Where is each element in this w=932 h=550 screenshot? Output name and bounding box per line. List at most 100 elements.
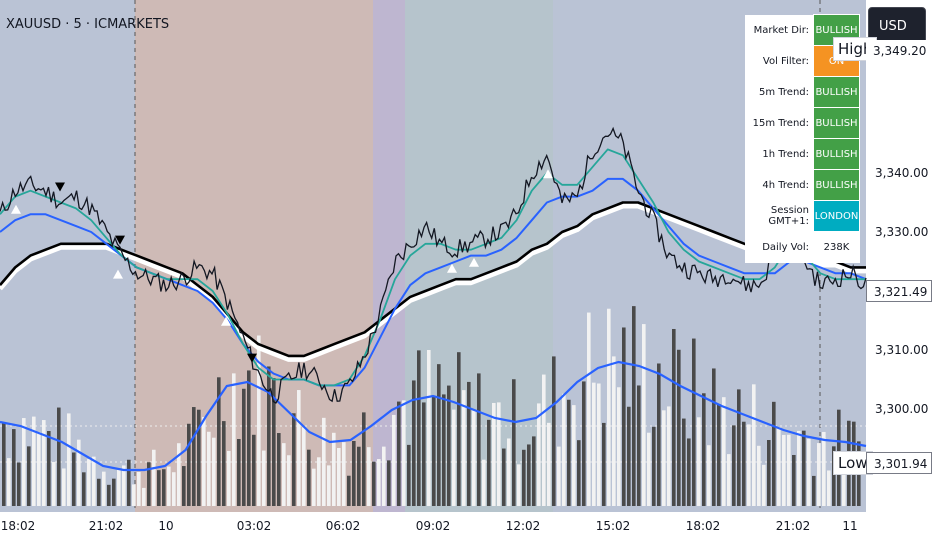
volume-bar	[617, 387, 621, 506]
volume-bar	[717, 404, 721, 506]
volume-bar	[537, 403, 541, 506]
volume-bar	[237, 439, 241, 506]
volume-bar	[737, 389, 741, 506]
volume-bar	[342, 442, 346, 506]
volume-bar	[567, 399, 571, 506]
volume-bar	[427, 350, 431, 506]
buy-signal-marker	[113, 269, 123, 279]
volume-bar	[612, 356, 616, 506]
volume-bar	[37, 431, 41, 506]
dashboard-row-value: 238K	[813, 231, 860, 263]
volume-bar	[72, 452, 76, 506]
volume-bar	[757, 445, 761, 506]
volume-bar	[477, 373, 481, 506]
volume-bar	[362, 412, 366, 506]
volume-bar	[242, 388, 246, 506]
volume-bar	[312, 468, 316, 506]
volume-bar	[307, 449, 311, 506]
volume-bar	[122, 465, 126, 506]
volume-bar	[367, 447, 371, 506]
dashboard-row: 4h Trend: BULLISH	[745, 169, 860, 201]
currency-button[interactable]: USD	[868, 7, 926, 44]
volume-bar	[577, 440, 581, 506]
volume-bar	[407, 444, 411, 506]
volume-bar	[302, 427, 306, 506]
dashboard-row-label: 5m Trend:	[745, 76, 814, 108]
dashboard-row-value: BULLISH	[813, 76, 860, 108]
volume-ma	[0, 360, 867, 472]
volume-bar	[422, 402, 426, 506]
volume-bar	[437, 364, 441, 506]
volume-bar	[382, 446, 386, 506]
volume-bar	[387, 460, 391, 506]
x-tick-label: 03:02	[237, 519, 272, 533]
volume-bar	[257, 335, 261, 506]
dashboard-row: 1h Trend: BULLISH	[745, 138, 860, 170]
volume-bar	[762, 464, 766, 506]
y-tick-label: 3,330.00	[875, 225, 928, 239]
volume-bar	[212, 437, 216, 506]
volume-bar	[32, 416, 36, 506]
volume-bar	[712, 368, 716, 506]
volume-bar	[227, 450, 231, 506]
volume-bar	[587, 312, 591, 506]
volume-bar	[202, 416, 206, 506]
y-tick-label: 3,300.00	[875, 402, 928, 416]
volume-bar	[327, 465, 331, 506]
time-axis-panel	[0, 512, 866, 550]
x-tick-label: 06:02	[326, 519, 361, 533]
volume-bar	[512, 379, 516, 506]
volume-bar	[52, 461, 56, 506]
volume-bar	[532, 436, 536, 506]
volume-bar	[252, 434, 256, 506]
volume-bar	[732, 425, 736, 506]
price-series-line	[0, 126, 867, 404]
volume-bar	[332, 432, 336, 506]
volume-bar	[497, 402, 501, 506]
dashboard-row-value: LONDON	[813, 200, 860, 232]
volume-bar	[157, 470, 161, 506]
volume-bar	[172, 472, 176, 506]
volume-bar	[832, 446, 836, 506]
volume-bar	[287, 455, 291, 506]
volume-bar	[187, 423, 191, 506]
volume-bar	[77, 439, 81, 506]
volume-bar	[392, 414, 396, 506]
volume-bar	[842, 466, 846, 506]
volume-bar	[317, 457, 321, 506]
volume-bar	[282, 443, 286, 506]
volume-bar	[707, 445, 711, 506]
volume-bar	[747, 424, 751, 506]
ema-slow-line	[0, 201, 866, 358]
volume-bar	[802, 430, 806, 506]
volume-bar	[467, 381, 471, 506]
volume-bar	[412, 380, 416, 506]
volume-bar	[177, 443, 181, 506]
x-tick-label: 18:02	[1, 519, 36, 533]
volume-bar	[662, 410, 666, 506]
volume-bar	[677, 349, 681, 506]
volume-bar	[102, 471, 106, 506]
volume-bar	[727, 454, 731, 506]
buy-signal-marker	[221, 316, 231, 326]
volume-bar	[682, 418, 686, 506]
dashboard-row-value: BULLISH	[813, 107, 860, 139]
volume-bar	[522, 449, 526, 506]
volume-bar	[547, 422, 551, 506]
volume-bar	[107, 484, 111, 506]
volume-bar	[447, 385, 451, 506]
dashboard-row: Daily Vol: 238K	[745, 231, 860, 263]
volume-bar	[322, 417, 326, 506]
volume-bar	[697, 417, 701, 506]
volume-bar	[597, 383, 601, 506]
volume-bar	[487, 419, 491, 506]
volume-ma-line	[0, 360, 867, 472]
volume-bar	[502, 448, 506, 506]
volume-bar	[297, 390, 301, 506]
volume-bar	[112, 478, 116, 506]
axes: 18:02 21:02 10 03:02 06:02 09:02 12:02 15:02 18:…	[1, 166, 929, 533]
volume-bar	[722, 397, 726, 506]
volume-bars	[2, 306, 861, 506]
